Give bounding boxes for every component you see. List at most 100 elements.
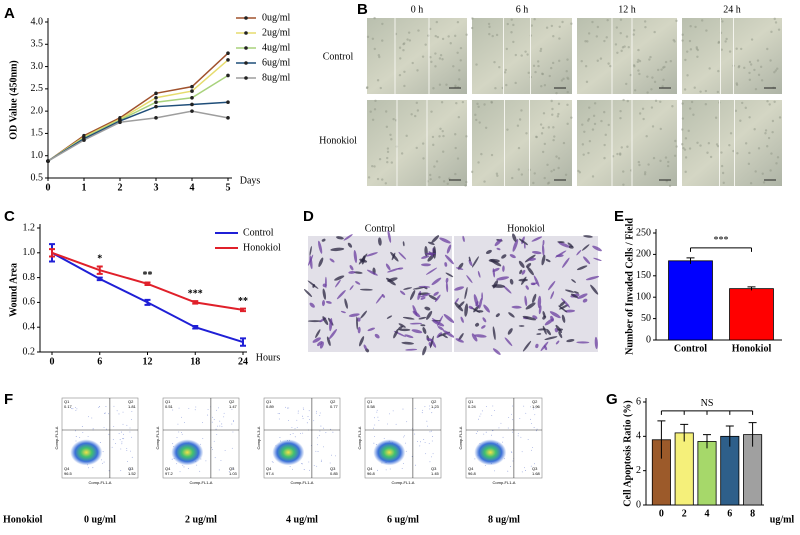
cell-texture [548, 74, 551, 78]
cell-texture [659, 127, 662, 131]
cell-stain [576, 341, 590, 344]
cell-stain [386, 315, 393, 319]
cell-texture [720, 151, 723, 154]
wound-image [367, 18, 467, 94]
cell-texture [662, 78, 665, 82]
cell-texture [535, 135, 538, 138]
event-dot [419, 445, 421, 447]
cell-texture [480, 152, 483, 156]
cell-texture [490, 100, 493, 104]
cell-texture [588, 139, 592, 143]
cell-texture [592, 114, 596, 118]
cell-texture [681, 117, 685, 120]
event-dot [199, 470, 201, 472]
event-dot [422, 409, 424, 411]
dose-label: 8 ug/ml [488, 514, 520, 525]
cell-texture [488, 25, 491, 29]
cell-texture [709, 155, 713, 159]
cell-texture [646, 91, 649, 94]
cell-texture [684, 58, 687, 62]
cell-stain [399, 290, 406, 296]
event-dot [187, 468, 189, 469]
cell-texture [764, 132, 767, 135]
cell-texture [632, 29, 636, 32]
panel-label: G [606, 391, 618, 408]
cell-texture [686, 50, 689, 53]
quadrant-name: Q1 [165, 399, 171, 404]
cell-texture [596, 25, 600, 29]
cell-texture [773, 17, 776, 21]
event-dot [221, 423, 223, 425]
cell-stain [592, 245, 602, 252]
event-dot [211, 421, 213, 423]
cell-texture [461, 100, 465, 104]
cell-texture [547, 126, 551, 129]
cell-texture [695, 47, 699, 51]
cell-texture [434, 65, 437, 68]
quadrant-value: 0.17 [64, 404, 73, 409]
cell-stain [358, 336, 365, 347]
cell-stain [343, 234, 353, 241]
quadrant-value: 0.89 [266, 404, 275, 409]
cell-stain [446, 244, 452, 254]
cell-stain [530, 282, 536, 286]
cell-stain [329, 258, 335, 263]
cell-texture [600, 119, 603, 123]
cell-texture [381, 22, 384, 26]
error-bar [192, 324, 199, 330]
event-dot [272, 461, 274, 463]
y-tick-label: 2.5 [31, 83, 44, 94]
cell-texture [591, 20, 594, 24]
cell-stain [405, 348, 418, 351]
cell-stain [455, 338, 464, 343]
event-dot [122, 411, 124, 413]
event-dot [519, 418, 521, 419]
x-axis-title: Comp-FL1-A [89, 480, 112, 485]
event-dot [296, 427, 298, 428]
x-tick-label: 0 [50, 356, 55, 367]
x-axis-title: Comp-FL1-A [291, 480, 314, 485]
cell-texture [756, 59, 760, 62]
x-tick-label: 2 [118, 182, 123, 193]
cell-stain [330, 247, 345, 252]
cell-stain [478, 297, 483, 309]
event-dot [121, 443, 123, 445]
y-axis-title: Number of Invaded Cells / Field [624, 218, 635, 355]
event-dot [474, 458, 476, 460]
cell-texture [704, 103, 708, 106]
error-bar [144, 281, 151, 287]
event-dot [387, 423, 388, 425]
cell-stain [378, 237, 382, 246]
cell-texture [421, 142, 425, 145]
event-dot [320, 425, 322, 427]
cell-texture [475, 118, 478, 122]
cell-texture [641, 107, 645, 110]
quadrant-name: Q2 [330, 399, 336, 404]
event-dot [188, 408, 190, 409]
cell-texture [591, 175, 595, 178]
significance: NS [701, 398, 714, 409]
cell-stain [471, 333, 478, 342]
cell-texture [539, 47, 543, 51]
cell-texture [546, 163, 549, 167]
cell-texture [566, 122, 569, 126]
cell-stain [385, 263, 391, 271]
cell-texture [638, 112, 642, 115]
cell-texture [456, 51, 459, 54]
event-dot [432, 436, 434, 437]
cell-texture [636, 60, 639, 64]
cell-texture [681, 128, 684, 131]
cell-texture [660, 68, 663, 71]
cell-texture [607, 62, 610, 65]
cell-texture [675, 145, 678, 148]
event-dot [292, 468, 293, 470]
cell-texture [762, 181, 766, 184]
cell-texture [623, 45, 626, 48]
wound-image [577, 100, 677, 186]
event-dot [374, 424, 376, 426]
cell-texture [373, 47, 376, 51]
cell-stain [532, 293, 537, 303]
cell-texture [465, 180, 468, 184]
cell-texture [399, 57, 402, 60]
quadrant-value: 1.96 [532, 404, 541, 409]
